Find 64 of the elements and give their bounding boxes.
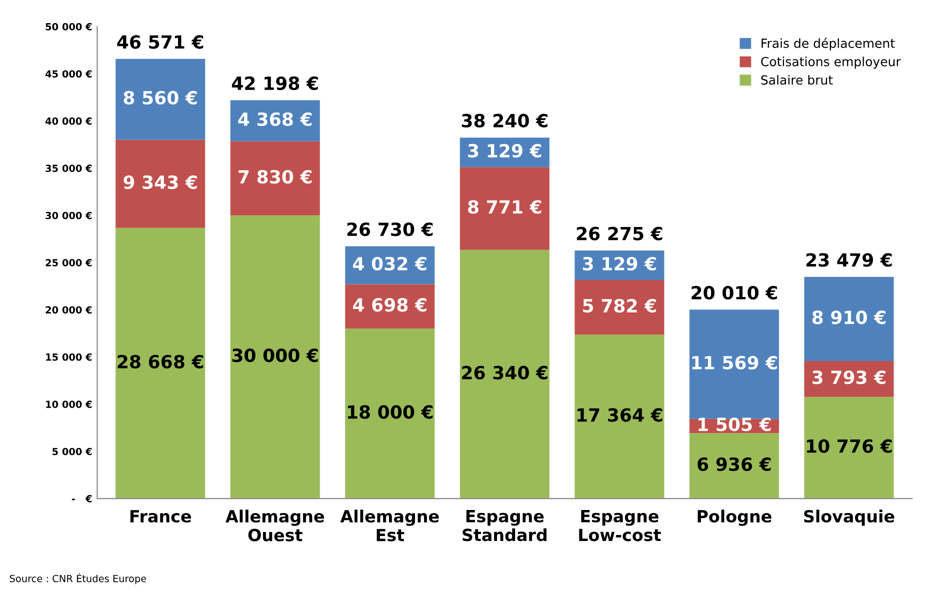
bar [574, 334, 664, 499]
x-tick-label: Pologne [698, 510, 772, 526]
data-label: 30 000 € [232, 348, 318, 362]
data-label: 26 340 € [462, 366, 548, 380]
y-tick-label: 5 000 € [52, 448, 92, 456]
bar [230, 141, 320, 216]
y-tick-label: 10 000 € [46, 400, 92, 408]
y-tick-label: 40 000 € [45, 117, 92, 125]
x-tick-label: France [130, 510, 191, 523]
bar [574, 280, 664, 335]
data-label: 6 936 € [698, 457, 771, 472]
data-label: 17 364 € [578, 408, 662, 422]
y-tick-label: 25 000 € [46, 259, 92, 266]
data-label: 8 560 € [124, 90, 197, 105]
data-label: 3 129 € [582, 256, 656, 271]
bar [230, 215, 320, 499]
total-label: 23 479 € [806, 253, 892, 267]
bar [804, 276, 894, 362]
y-tick-label: - € [72, 495, 92, 502]
data-label: 4 698 € [353, 298, 426, 312]
data-label: 8 910 € [812, 310, 886, 324]
data-label: 3 793 € [812, 370, 886, 384]
total-label: 26 275 € [576, 226, 662, 240]
y-tick-label: 15 000 € [46, 353, 92, 361]
y-tick-label: 50 000 € [46, 23, 92, 30]
bar [116, 58, 206, 140]
data-label: 10 776 € [807, 439, 892, 453]
bar [689, 310, 779, 419]
legend-label: Salaire brut [761, 74, 833, 85]
bar [116, 228, 206, 499]
bar [804, 396, 894, 499]
bar [116, 140, 206, 228]
data-label: 3 129 € [468, 144, 542, 158]
data-label: 8 771 € [468, 200, 542, 214]
data-label: 4 032 € [353, 256, 426, 270]
data-label: 18 000 € [348, 405, 433, 419]
total-label: 42 198 € [232, 76, 318, 90]
x-tick-label: Slovaquie [804, 510, 894, 526]
data-label: 4 368 € [238, 112, 312, 126]
data-label: 5 782 € [583, 298, 656, 313]
total-label: 38 240 € [462, 114, 548, 128]
bar [460, 250, 550, 499]
data-label: 11 569 € [692, 356, 777, 370]
legend-label: Frais de déplacement [762, 38, 895, 50]
y-tick-label: 30 000 € [46, 212, 92, 220]
data-label: 1 505 € [698, 418, 771, 432]
bar [460, 167, 550, 250]
data-label: 28 668 € [118, 354, 204, 368]
source-note: Source : CNR Études Europe [10, 573, 146, 584]
x-tick-label: Espagne Standard [462, 510, 546, 542]
total-label: 20 010 € [692, 286, 777, 300]
x-tick-label: Allemagne Ouest [226, 510, 324, 542]
data-label: 7 830 € [238, 170, 312, 184]
bar [345, 328, 435, 499]
data-label: 9 343 € [124, 175, 197, 190]
y-tick-label: 45 000 € [45, 70, 92, 78]
total-label: 26 730 € [347, 222, 433, 236]
y-tick-label: 35 000 € [46, 164, 92, 172]
legend-label: Cotisations employeur [761, 56, 901, 69]
x-tick-label: Allemagne Est [340, 510, 439, 542]
y-tick-label: 20 000 € [46, 306, 92, 314]
total-label: 46 571 € [117, 35, 204, 49]
bar [689, 433, 779, 499]
x-tick-label: Espagne Low-cost [579, 510, 661, 542]
